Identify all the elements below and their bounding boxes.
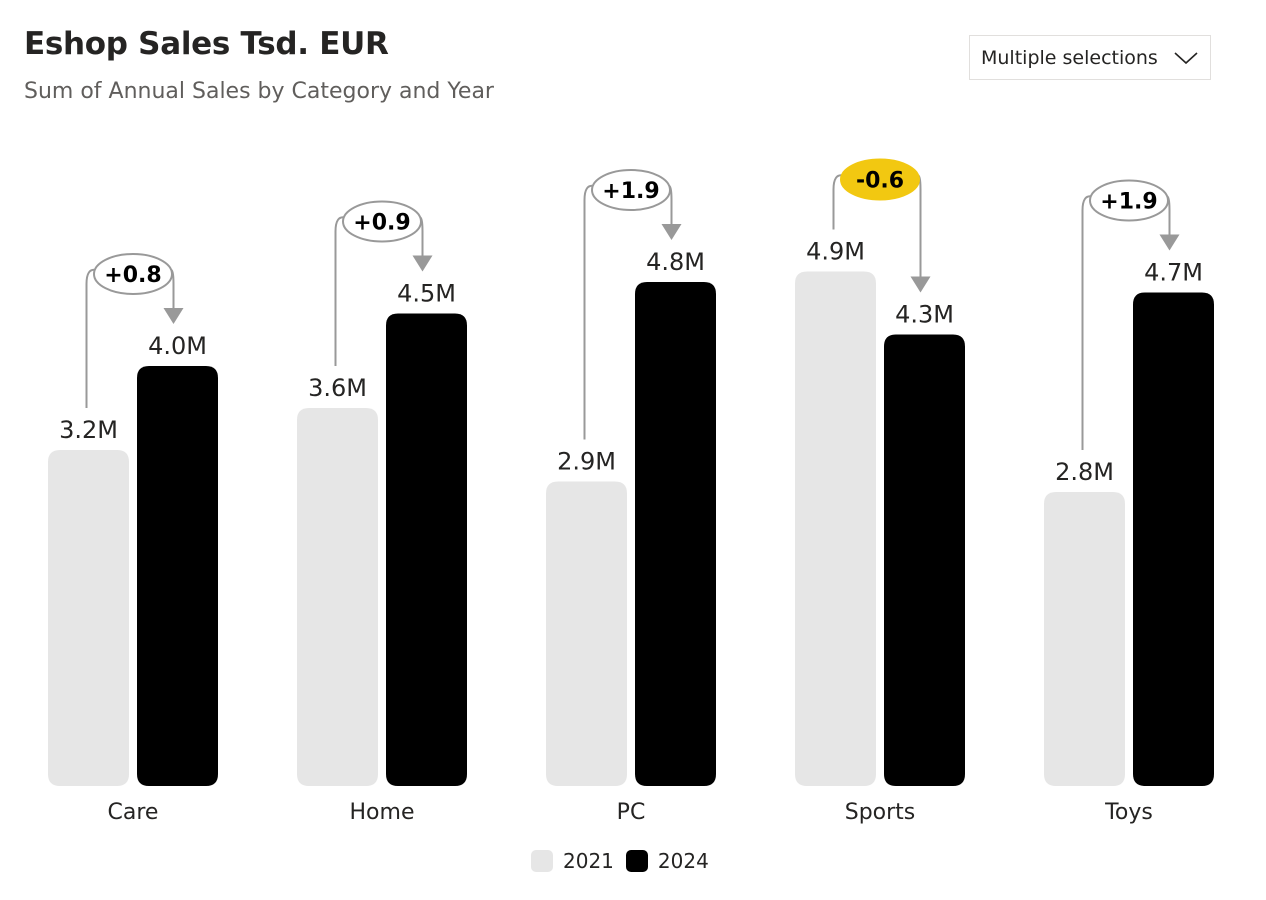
bar-2021-toys[interactable] xyxy=(1044,492,1125,786)
bar-2021-care[interactable] xyxy=(48,450,129,786)
legend-label-2024: 2024 xyxy=(657,849,709,873)
legend: 2021 2024 xyxy=(531,849,721,873)
legend-label-2021: 2021 xyxy=(563,849,614,873)
delta-arrowhead-home xyxy=(412,255,433,272)
delta-label-sports: -0.6 xyxy=(856,169,904,194)
chevron-down-icon xyxy=(1174,52,1198,65)
value-label-2024-care: 4.0M xyxy=(148,332,207,360)
bar-2024-pc[interactable] xyxy=(635,282,716,786)
value-label-2024-sports: 4.3M xyxy=(895,301,954,329)
bar-2021-home[interactable] xyxy=(297,408,378,786)
legend-item-2021[interactable]: 2021 xyxy=(531,849,614,873)
delta-badge-sports xyxy=(840,158,920,201)
delta-arrowhead-toys xyxy=(1159,234,1180,251)
value-label-2021-home: 3.6M xyxy=(308,374,367,402)
delta-badge-home xyxy=(342,200,422,243)
delta-connector-left-care xyxy=(85,268,97,408)
legend-item-2024[interactable]: 2024 xyxy=(625,849,709,873)
value-label-2021-toys: 2.8M xyxy=(1055,458,1114,486)
bar-2021-sports[interactable] xyxy=(795,271,876,787)
multiple-selections-dropdown[interactable]: Multiple selections xyxy=(969,35,1211,80)
chart-title: Eshop Sales Tsd. EUR xyxy=(24,26,389,62)
value-label-2021-pc: 2.9M xyxy=(557,448,616,476)
bar-2024-sports[interactable] xyxy=(884,334,965,787)
delta-connector-right-sports xyxy=(916,174,922,279)
category-label-home: Home xyxy=(350,800,415,825)
delta-label-care: +0.8 xyxy=(104,263,161,288)
dropdown-label: Multiple selections xyxy=(981,46,1158,69)
delta-label-home: +0.9 xyxy=(353,211,410,236)
delta-arrowhead-care xyxy=(163,308,184,324)
legend-swatch-2024 xyxy=(625,850,648,872)
delta-arrowhead-sports xyxy=(910,276,931,293)
delta-arrowhead-pc xyxy=(661,224,682,240)
category-label-care: Care xyxy=(108,800,159,825)
delta-badge-toys xyxy=(1089,179,1169,222)
delta-label-pc: +1.9 xyxy=(602,179,659,204)
delta-connector-left-home xyxy=(334,216,346,366)
category-label-toys: Toys xyxy=(1104,800,1153,825)
value-label-2021-sports: 4.9M xyxy=(806,238,865,266)
category-label-pc: PC xyxy=(617,800,646,825)
bar-2024-care[interactable] xyxy=(137,366,218,786)
value-label-2024-pc: 4.8M xyxy=(646,248,705,276)
chart-subtitle: Sum of Annual Sales by Category and Year xyxy=(24,79,494,104)
category-label-sports: Sports xyxy=(845,800,916,825)
bar-2024-home[interactable] xyxy=(386,313,467,787)
delta-badge-care xyxy=(93,253,173,295)
legend-swatch-2021 xyxy=(531,850,553,872)
delta-badge-pc xyxy=(591,169,671,211)
value-label-2024-home: 4.5M xyxy=(397,280,456,308)
value-label-2024-toys: 4.7M xyxy=(1144,259,1203,287)
bar-2021-pc[interactable] xyxy=(546,481,627,787)
delta-label-toys: +1.9 xyxy=(1100,190,1157,215)
delta-connector-left-toys xyxy=(1081,195,1093,450)
value-label-2021-care: 3.2M xyxy=(59,416,118,444)
delta-connector-left-pc xyxy=(583,184,595,440)
bar-2024-toys[interactable] xyxy=(1133,292,1214,787)
